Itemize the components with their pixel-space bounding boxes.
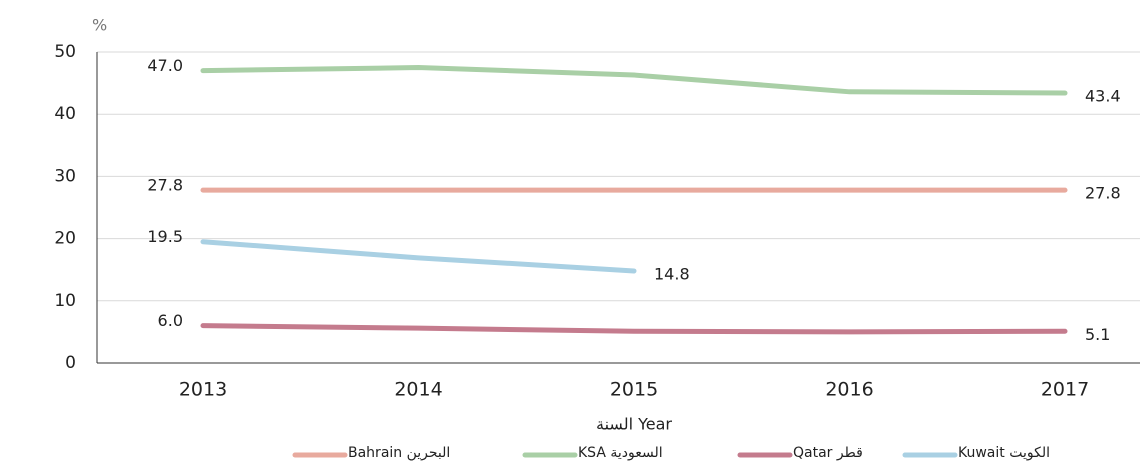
legend-label: Bahrain البحرين [348, 445, 450, 461]
y-tick-label: 20 [54, 229, 76, 249]
data-label: 6.0 [158, 311, 183, 330]
data-label: 43.4 [1085, 87, 1121, 106]
x-tick-label: 2013 [179, 379, 227, 401]
y-tick-label: 0 [65, 353, 76, 373]
x-tick-label: 2016 [825, 379, 873, 401]
x-tick-label: 2014 [394, 379, 442, 401]
legend-label: Qatar قطر [793, 445, 863, 461]
y-tick-label: 40 [54, 104, 76, 124]
y-unit: % [92, 16, 107, 35]
legend-label: KSA السعودية [578, 445, 663, 461]
line-series [200, 239, 637, 274]
y-tick-label: 30 [54, 166, 76, 186]
line-series [200, 323, 1068, 335]
line-series [200, 65, 1068, 96]
data-label: 5.1 [1085, 325, 1110, 344]
x-tick-label: 2015 [610, 379, 658, 401]
data-label: 14.8 [654, 264, 690, 283]
data-label: 27.8 [1085, 184, 1121, 203]
legend-label: Kuwait الكويت [958, 445, 1050, 461]
data-label: 19.5 [147, 227, 183, 246]
y-tick-label: 10 [54, 291, 76, 311]
y-tick-label: 50 [54, 42, 76, 62]
data-label: 27.8 [147, 176, 183, 195]
x-axis-title: السنة Year [596, 415, 672, 434]
data-label: 47.0 [147, 56, 183, 75]
x-tick-label: 2017 [1041, 379, 1089, 401]
